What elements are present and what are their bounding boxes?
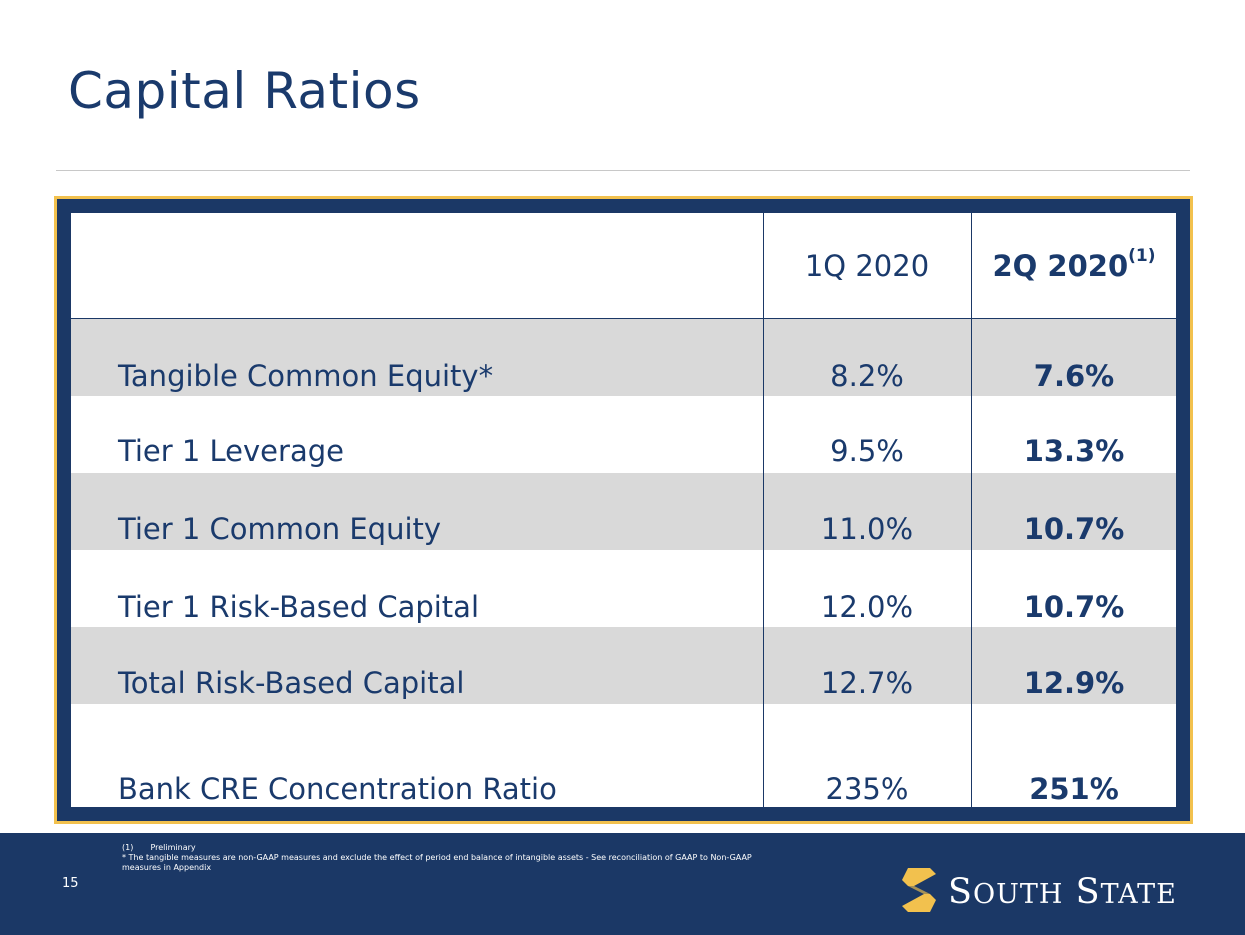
south-state-logo-text: SOUTH STATE	[948, 872, 1177, 912]
column-header-2q-2020: 2Q 2020(1)	[972, 246, 1176, 283]
column-header-label: 2Q 2020	[992, 249, 1129, 283]
header-divider	[71, 318, 1176, 319]
column-header-label: 1Q 2020	[804, 249, 930, 283]
row-value-1q: 12.7%	[820, 666, 914, 700]
row-label: Tier 1 Leverage	[118, 434, 344, 468]
logo-letters: TATE	[1100, 879, 1177, 910]
capital-ratios-table: 1Q 2020 2Q 2020(1) Tangible Common Equit…	[71, 213, 1176, 807]
south-state-s-icon	[902, 868, 936, 912]
row-value-2q: 12.9%	[1023, 666, 1125, 700]
footnote-non-gaap-line1: * The tangible measures are non-GAAP mea…	[122, 853, 752, 862]
row-label: Bank CRE Concentration Ratio	[118, 772, 557, 806]
footnote-text: Preliminary	[150, 843, 196, 852]
row-value-1q: 12.0%	[820, 590, 914, 624]
row-band	[71, 319, 1176, 396]
column-divider	[763, 213, 764, 807]
row-value-1q: 11.0%	[820, 512, 914, 546]
title-divider	[56, 170, 1190, 171]
footer-bar	[0, 833, 1245, 935]
row-value-2q: 251%	[1029, 772, 1119, 806]
logo-letter: S	[1075, 872, 1101, 912]
row-value-2q: 10.7%	[1023, 590, 1125, 624]
page-number: 15	[62, 876, 79, 891]
row-value-2q: 10.7%	[1023, 512, 1125, 546]
row-value-2q: 13.3%	[1023, 434, 1125, 468]
row-band	[71, 627, 1176, 704]
row-band	[71, 473, 1176, 550]
row-label: Tier 1 Common Equity	[118, 512, 442, 546]
row-label: Tier 1 Risk-Based Capital	[118, 590, 479, 624]
footnote-non-gaap-line2: measures in Appendix	[122, 863, 212, 872]
row-label: Total Risk-Based Capital	[118, 666, 465, 700]
slide-title: Capital Ratios	[68, 62, 421, 120]
row-value-2q: 7.6%	[1033, 359, 1115, 393]
row-label: Tangible Common Equity*	[118, 359, 494, 393]
column-header-1q-2020: 1Q 2020	[764, 249, 970, 283]
row-value-1q: 8.2%	[830, 359, 904, 393]
row-value-1q: 9.5%	[830, 434, 904, 468]
logo-letters: OUTH	[972, 879, 1064, 910]
row-value-1q: 235%	[825, 772, 909, 806]
footnote-preliminary: (1) Preliminary	[122, 843, 196, 853]
footnote-marker: (1)	[1128, 246, 1156, 267]
column-divider	[971, 213, 972, 807]
footnote-marker: (1)	[122, 843, 134, 852]
logo-letter: S	[948, 872, 973, 912]
